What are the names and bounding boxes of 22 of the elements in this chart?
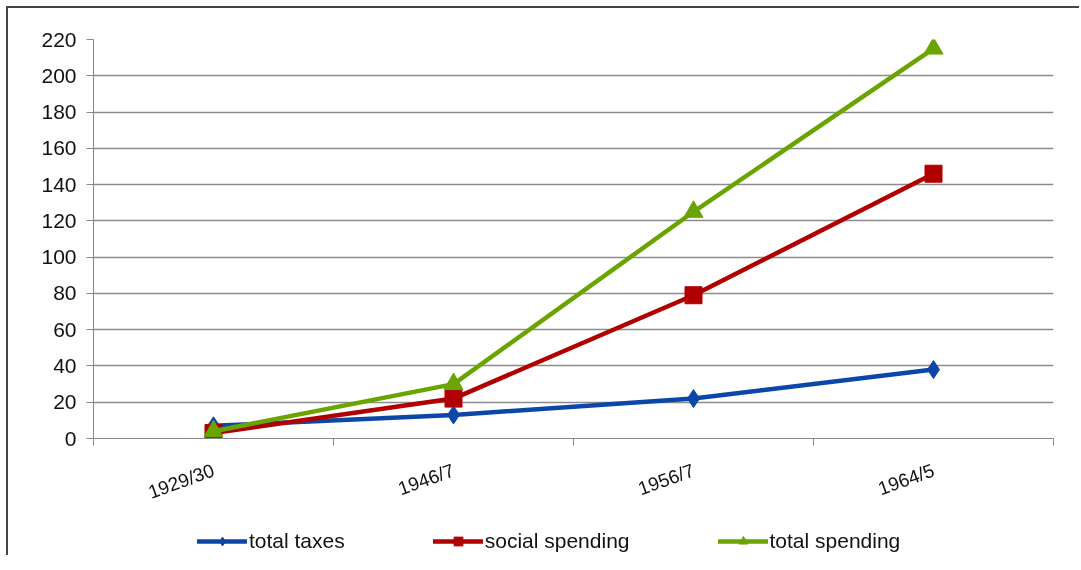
y-tick-label: 220 [41, 27, 77, 51]
y-tick-label: 180 [41, 100, 77, 124]
point [444, 389, 463, 408]
y-tick-label: 120 [41, 208, 77, 232]
y-tick-label: 140 [41, 172, 77, 196]
legend-label: total spending [769, 529, 901, 553]
y-tick-label: 100 [41, 245, 77, 269]
y-tick-label: 60 [53, 317, 77, 341]
y-tick-label: 0 [64, 426, 77, 450]
y-tick-label: 200 [41, 63, 77, 87]
x-tick-label: 1956/7 [635, 459, 698, 500]
point [924, 164, 943, 183]
y-tick-label: 40 [53, 353, 77, 377]
legend-label: total taxes [249, 529, 345, 553]
x-tick-label: 1946/7 [395, 459, 458, 500]
y-tick-label: 80 [53, 281, 77, 305]
point [684, 286, 703, 305]
x-tick-label: 1964/5 [875, 459, 938, 500]
point [923, 39, 944, 55]
legend-label: social spending [484, 529, 630, 553]
y-tick-label: 20 [53, 390, 77, 414]
y-tick-label: 160 [41, 136, 77, 160]
